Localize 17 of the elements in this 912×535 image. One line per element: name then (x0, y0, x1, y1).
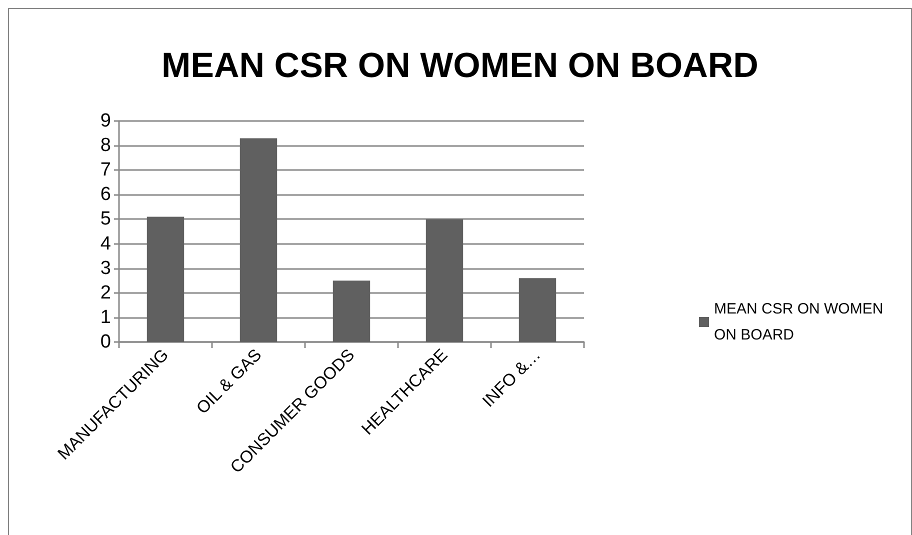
bar (332, 280, 370, 342)
bar (146, 216, 184, 342)
legend-label: MEAN CSR ON WOMEN ON BOARD (714, 300, 888, 344)
bar (426, 219, 464, 342)
y-tick-label: 2 (100, 282, 111, 304)
bar (240, 138, 278, 342)
y-tick-label: 4 (100, 233, 112, 254)
y-tick-label: 7 (100, 160, 111, 181)
chart-title: MEAN CSR ON WOMEN ON BOARD (162, 46, 758, 85)
y-tick-label: 8 (100, 135, 111, 156)
y-tick-label: 9 (100, 110, 111, 132)
y-tick-label: 3 (100, 258, 111, 279)
y-tick-label: 1 (100, 306, 111, 328)
y-tick-label: 0 (100, 332, 111, 352)
bar (518, 278, 556, 342)
y-tick-label: 5 (100, 208, 111, 230)
y-tick-label: 6 (100, 184, 111, 206)
